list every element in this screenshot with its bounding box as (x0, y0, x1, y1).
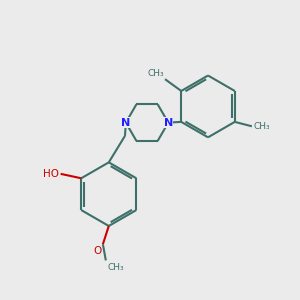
Text: N: N (121, 118, 130, 128)
Text: HO: HO (43, 169, 59, 179)
Text: CH₃: CH₃ (107, 263, 124, 272)
Text: N: N (164, 118, 173, 128)
Text: CH₃: CH₃ (253, 122, 270, 131)
Text: O: O (93, 246, 101, 256)
Text: CH₃: CH₃ (147, 69, 164, 78)
